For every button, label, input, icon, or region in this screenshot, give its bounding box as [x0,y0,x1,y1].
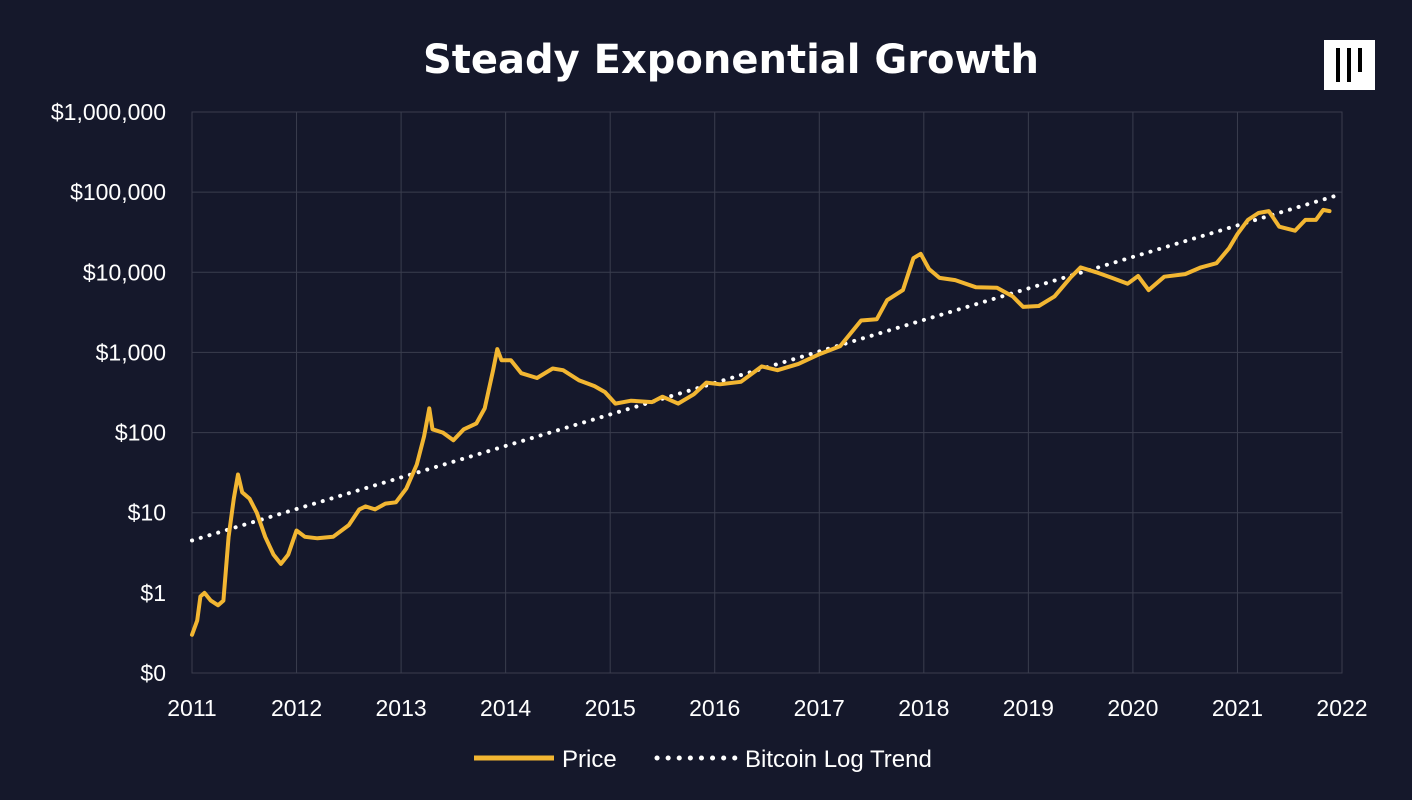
x-tick-label: 2011 [167,695,216,721]
chart-title: Steady Exponential Growth [423,37,1039,83]
y-tick-label: $1,000,000 [51,99,166,125]
legend-price-label: Price [562,746,617,773]
y-tick-label: $10 [128,500,166,526]
y-tick-label: $1 [140,580,166,606]
y-tick-label: $1,000 [96,339,166,365]
y-tick-label: $0 [140,660,166,686]
series-price-line [190,207,1332,637]
x-tick-label: 2017 [794,695,845,721]
legend: Price Bitcoin Log Trend [474,746,932,773]
y-tick-label: $100 [115,420,166,446]
plot-area-border [191,111,1343,674]
x-tick-label: 2012 [271,695,322,721]
x-tick-label: 2014 [480,695,531,721]
pantera-logo-icon [1324,40,1375,90]
gridlines [191,111,1343,674]
legend-trend-label: Bitcoin Log Trend [745,746,932,773]
x-tick-label: 2018 [898,695,949,721]
y-tick-label: $100,000 [70,179,166,205]
x-tick-label: 2021 [1212,695,1263,721]
y-tick-label: $10,000 [83,259,166,285]
x-tick-label: 2022 [1316,695,1367,721]
x-tick-label: 2013 [376,695,427,721]
y-axis-ticks: $0 $1 $10 $100 $1,000 $10,000 $100,000 $1,000,0… [51,99,166,686]
x-tick-label: 2020 [1107,695,1158,721]
x-tick-label: 2015 [585,695,636,721]
x-axis-ticks: 2011 2012 2013 2014 2015 2016 2017 2018 2019 2020… [167,695,1367,721]
x-tick-label: 2016 [689,695,740,721]
x-tick-label: 2019 [1003,695,1054,721]
